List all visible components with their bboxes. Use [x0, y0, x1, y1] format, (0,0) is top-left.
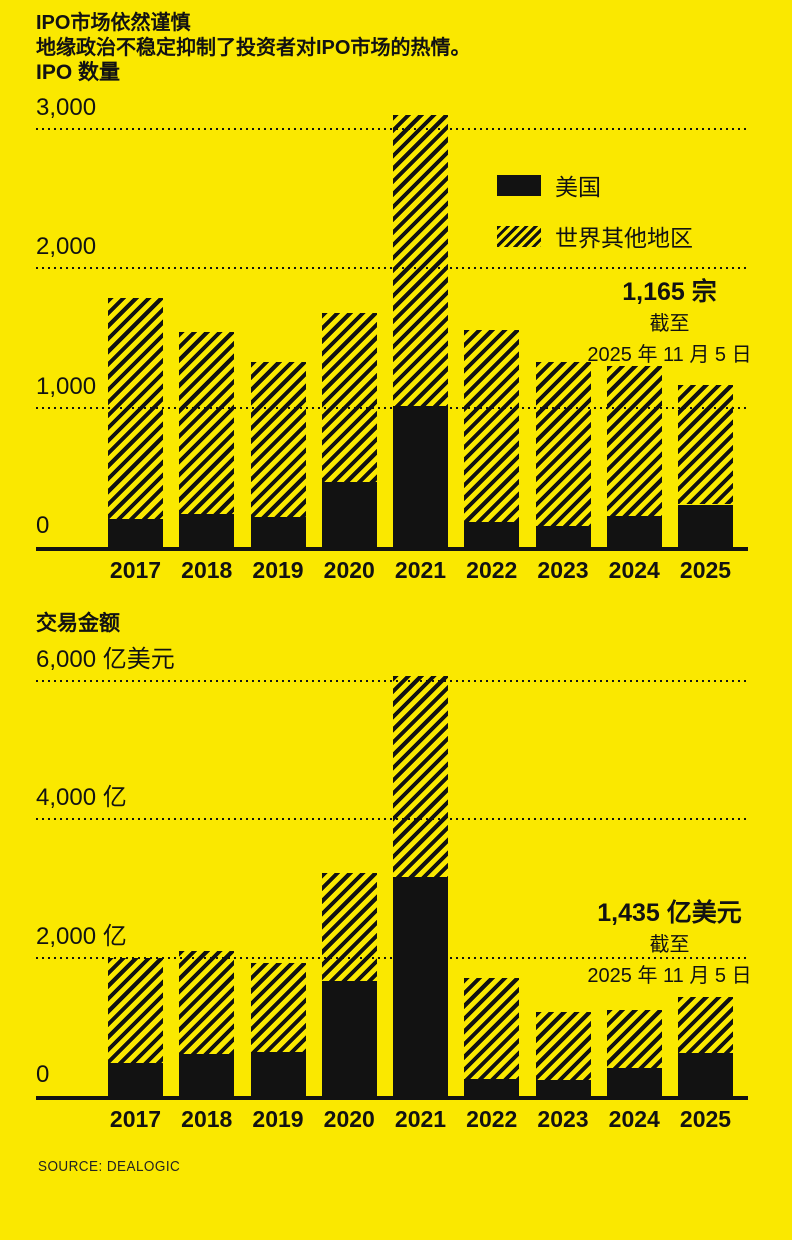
ytick-label-2000: 2,000 亿 [36, 922, 127, 950]
us-solid-swatch-icon [497, 174, 541, 196]
chart2-annotation-value: 1,435 亿美元 [597, 899, 742, 927]
bar-2022-us-segment [464, 521, 520, 547]
bar-2017-rest-of-world-segment [108, 958, 163, 1063]
xtick-2020: 2020 [323, 1106, 375, 1132]
xtick-2023: 2023 [537, 557, 589, 583]
legend-item-us: 美国 [497, 168, 693, 202]
xtick-2021: 2021 [394, 1106, 447, 1132]
bar-2022-rest-of-world-segment [464, 330, 520, 522]
legend-item-rest-of-world: 世界其他地区 [497, 219, 693, 253]
source-note: SOURCE: DEALOGIC [38, 1158, 181, 1175]
legend: 美国 世界其他地区 [497, 168, 693, 270]
gridline-6000 [36, 680, 748, 682]
xtick-2018: 2018 [181, 557, 233, 583]
bar-2020-rest-of-world-segment [321, 872, 377, 981]
gridline-3000 [36, 128, 748, 130]
xtick-2019: 2019 [252, 557, 304, 583]
chart1-annotation-date: 2025 年 11 月 5 日 [587, 344, 752, 366]
bar-2022-rest-of-world-segment [464, 977, 520, 1079]
bar-2021-rest-of-world-segment [393, 115, 448, 407]
us-legend-label: 美国 [555, 174, 601, 200]
bar-2018-us-segment [179, 513, 235, 547]
xtick-2019: 2019 [252, 1106, 304, 1132]
bar-2022-us-segment [464, 1078, 520, 1096]
ytick-label-0: 0 [36, 512, 50, 539]
bar-2025-rest-of-world-segment [678, 384, 733, 505]
chart2-latest-value-annotation: 1,435 亿美元 截至 2025 年 11 月 5 日 [557, 897, 782, 992]
bar-2025-us-segment [678, 1053, 733, 1096]
chart1-annotation-value: 1,165 宗 [622, 278, 717, 306]
bar-2017-us-segment [108, 1062, 163, 1096]
xtick-2024: 2024 [608, 557, 660, 583]
ytick-label-3000: 3,000 [36, 94, 97, 121]
bar-2018-rest-of-world-segment [179, 950, 235, 1055]
chart2-annotation-date: 2025 年 11 月 5 日 [587, 965, 752, 987]
ytick-label-0: 0 [36, 1061, 50, 1088]
bar-2021-rest-of-world-segment [393, 676, 448, 878]
xtick-2022: 2022 [466, 1106, 518, 1132]
bar-2017-rest-of-world-segment [108, 297, 163, 520]
gridline-4000 [36, 818, 748, 821]
bar-2024-us-segment [606, 1068, 662, 1096]
xtick-2017: 2017 [109, 1106, 162, 1132]
bar-2023-us-segment [535, 1080, 591, 1096]
chart2-title: 交易金额 [36, 612, 120, 635]
chart2-annotation-asof: 截至 [649, 934, 690, 956]
bar-2024-rest-of-world-segment [606, 365, 662, 516]
xtick-2023: 2023 [537, 1106, 589, 1132]
bar-2020-us-segment [321, 980, 377, 1096]
xtick-2017: 2017 [109, 557, 162, 583]
bar-2019-us-segment [250, 517, 306, 547]
bar-2020-us-segment [321, 482, 377, 547]
bar-2025-us-segment [678, 504, 733, 547]
bar-2024-us-segment [606, 515, 662, 547]
bar-2021-us-segment [393, 877, 448, 1096]
xtick-2025: 2025 [679, 557, 732, 583]
ytick-label-2000: 2,000 [36, 233, 97, 261]
bar-2021-us-segment [393, 406, 448, 547]
bar-2024-rest-of-world-segment [606, 1010, 662, 1069]
ytick-label-1000: 1,000 [36, 372, 97, 400]
x-axis-line [36, 1096, 748, 1100]
bar-2018-us-segment [179, 1054, 235, 1096]
bar-2023-us-segment [535, 526, 591, 547]
ytick-label-6000: 6,000 亿美元 [36, 646, 175, 673]
rest-of-world-hatched-swatch-icon [497, 225, 541, 247]
bar-2023-rest-of-world-segment [535, 1012, 591, 1081]
xtick-2022: 2022 [466, 557, 518, 583]
xtick-2025: 2025 [679, 1106, 732, 1132]
bar-2025-rest-of-world-segment [678, 996, 733, 1054]
bar-2019-rest-of-world-segment [250, 962, 306, 1053]
xtick-2024: 2024 [608, 1106, 660, 1132]
gridline-1000 [36, 406, 748, 409]
page-subtitle: 地缘政治不稳定抑制了投资者对IPO市场的热情。 [36, 37, 471, 59]
bar-2017-us-segment [108, 519, 163, 547]
chart1-annotation-asof: 截至 [649, 313, 690, 335]
bar-2020-rest-of-world-segment [321, 312, 377, 483]
bar-2023-rest-of-world-segment [535, 361, 591, 527]
bar-2019-rest-of-world-segment [250, 361, 306, 518]
page-title: IPO市场依然谨慎 [36, 12, 191, 34]
xtick-2018: 2018 [181, 1106, 233, 1132]
chart1-latest-value-annotation: 1,165 宗 截至 2025 年 11 月 5 日 [557, 276, 782, 371]
rest-of-world-legend-label: 世界其他地区 [555, 225, 693, 251]
xtick-2021: 2021 [394, 557, 447, 583]
x-axis-line [36, 547, 748, 551]
xtick-2020: 2020 [323, 557, 375, 583]
ytick-label-4000: 4,000 亿 [36, 784, 127, 812]
chart1-title: IPO 数量 [36, 61, 121, 84]
bar-2018-rest-of-world-segment [179, 331, 235, 514]
bar-2019-us-segment [250, 1052, 306, 1096]
